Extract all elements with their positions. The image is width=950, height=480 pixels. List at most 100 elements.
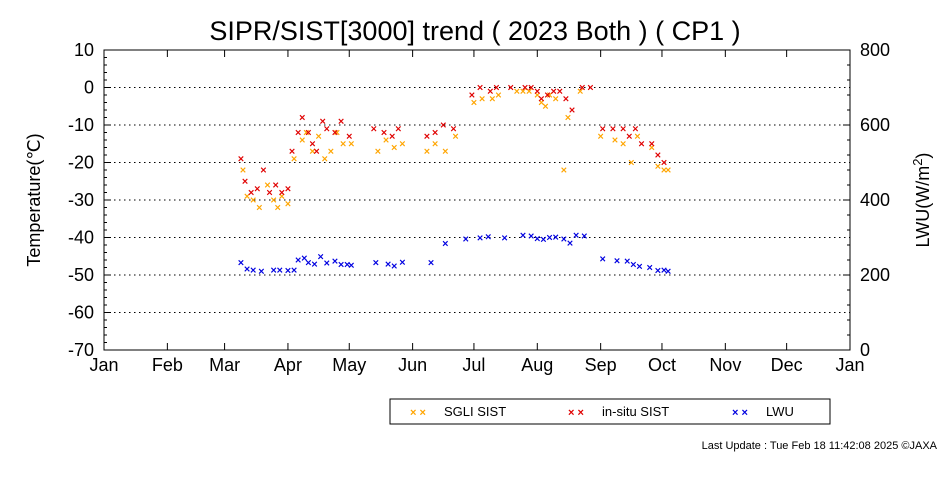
data-point bbox=[614, 258, 620, 264]
data-point bbox=[242, 178, 248, 184]
data-point bbox=[573, 232, 579, 238]
data-point bbox=[346, 133, 352, 139]
data-point bbox=[285, 186, 291, 192]
y-tick-label: -60 bbox=[68, 303, 94, 323]
data-point bbox=[647, 264, 653, 271]
data-point bbox=[389, 133, 395, 139]
data-point bbox=[477, 235, 483, 241]
data-point bbox=[315, 133, 322, 139]
data-point bbox=[244, 193, 250, 199]
y-tick-label: -20 bbox=[68, 153, 94, 173]
data-point bbox=[277, 267, 283, 273]
data-point bbox=[272, 182, 279, 188]
x-axis: Jan Feb Mar Apr May Jun Jul Aug Sep Oct Nov Dec Jan bbox=[89, 50, 865, 375]
grid-lines bbox=[104, 87, 850, 313]
data-point bbox=[238, 156, 244, 162]
data-point bbox=[295, 129, 301, 136]
data-point bbox=[612, 137, 618, 143]
y-tick-label: 10 bbox=[74, 40, 94, 60]
data-point bbox=[244, 266, 250, 272]
data-point bbox=[450, 126, 457, 132]
data-point bbox=[291, 156, 297, 162]
data-point bbox=[428, 259, 434, 266]
data-point bbox=[432, 129, 438, 136]
data-point bbox=[385, 261, 391, 267]
data-point bbox=[520, 232, 526, 238]
data-point bbox=[289, 148, 295, 154]
legend-label-sgli: SGLI SIST bbox=[444, 404, 506, 419]
data-point bbox=[561, 167, 567, 173]
data-point bbox=[477, 84, 483, 91]
data-point bbox=[275, 204, 281, 211]
data-point bbox=[442, 148, 449, 154]
data-point bbox=[371, 126, 377, 132]
x-tick-label: Jan bbox=[89, 355, 118, 375]
legend-marker-lwu: × × bbox=[732, 407, 748, 419]
data-point bbox=[324, 126, 330, 132]
data-point bbox=[391, 263, 397, 269]
data-point bbox=[567, 240, 573, 246]
data-point bbox=[479, 96, 485, 102]
data-point bbox=[557, 88, 563, 94]
data-point bbox=[301, 255, 307, 261]
data-point bbox=[665, 268, 671, 274]
data-point bbox=[485, 234, 491, 240]
data-point bbox=[469, 92, 475, 98]
data-point bbox=[391, 144, 397, 151]
y-axis-right: 800 600 400 200 0 bbox=[843, 40, 890, 360]
data-point bbox=[248, 189, 254, 196]
data-point bbox=[373, 259, 379, 266]
data-point bbox=[546, 92, 553, 98]
data-point bbox=[348, 141, 354, 147]
data-point bbox=[493, 84, 500, 91]
last-update-footer: Last Update : Tue Feb 18 11:42:08 2025 ©… bbox=[702, 440, 938, 452]
data-point bbox=[328, 148, 334, 154]
data-point bbox=[471, 99, 477, 106]
data-point bbox=[597, 133, 604, 139]
data-point bbox=[522, 84, 528, 91]
x-tick-label: Mar bbox=[209, 355, 240, 375]
data-point bbox=[661, 167, 667, 173]
x-tick-label: Jan bbox=[835, 355, 864, 375]
data-point bbox=[620, 141, 626, 147]
legend-marker-sgli: × × bbox=[410, 407, 426, 419]
data-point bbox=[534, 88, 540, 94]
data-point bbox=[655, 152, 661, 158]
y-tick-label: -40 bbox=[68, 228, 94, 248]
data-point bbox=[313, 148, 320, 154]
data-point bbox=[600, 256, 606, 262]
legend-marker-insitu: × × bbox=[568, 407, 584, 419]
data-point bbox=[375, 148, 381, 154]
data-point bbox=[240, 167, 246, 173]
data-point bbox=[320, 118, 326, 124]
data-point bbox=[661, 159, 667, 166]
data-point bbox=[250, 267, 256, 273]
data-point bbox=[565, 114, 571, 121]
data-point bbox=[634, 133, 641, 139]
data-point bbox=[538, 96, 545, 102]
data-point bbox=[655, 267, 661, 274]
data-point bbox=[305, 259, 312, 266]
x-tick-label: Aug bbox=[521, 355, 553, 375]
data-point bbox=[495, 92, 502, 98]
data-point bbox=[665, 167, 671, 173]
legend-label-lwu: LWU bbox=[766, 404, 794, 419]
data-point bbox=[299, 137, 305, 143]
data-point bbox=[540, 236, 547, 243]
data-point bbox=[489, 96, 496, 102]
data-point bbox=[399, 259, 406, 265]
data-point bbox=[311, 261, 318, 267]
y-tick-label: 0 bbox=[84, 78, 94, 98]
data-point bbox=[332, 129, 338, 136]
data-point bbox=[528, 84, 534, 91]
y2-axis-label-close: ) bbox=[913, 153, 933, 159]
data-point bbox=[561, 236, 567, 242]
chart-title: SIPR/SIST[3000] trend ( 2023 Both ) ( CP… bbox=[209, 16, 740, 46]
x-tick-label: Dec bbox=[771, 355, 803, 375]
data-point bbox=[563, 96, 569, 102]
data-point bbox=[295, 257, 301, 263]
data-point bbox=[542, 103, 549, 109]
data-point bbox=[463, 236, 469, 242]
data-point bbox=[348, 262, 354, 268]
